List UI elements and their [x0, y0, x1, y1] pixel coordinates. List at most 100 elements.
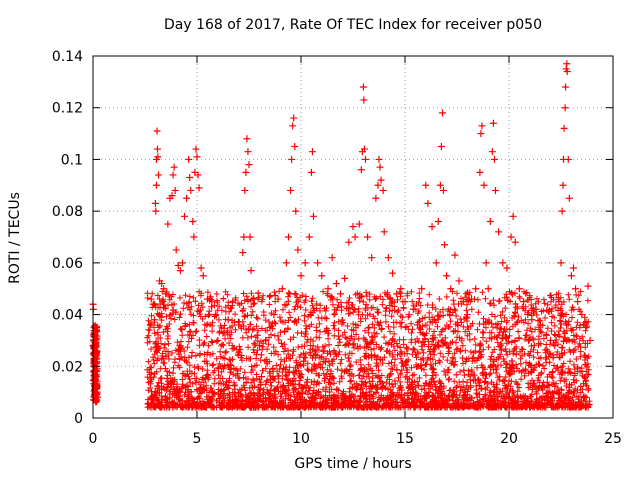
- data-point: [187, 186, 195, 194]
- data-point: [495, 228, 503, 236]
- data-point: [278, 285, 286, 293]
- data-point: [153, 127, 161, 135]
- data-point: [463, 311, 471, 319]
- data-point: [357, 166, 365, 174]
- data-point: [436, 181, 444, 189]
- data-point: [328, 254, 336, 262]
- y-tick-label: 0.1: [61, 152, 83, 168]
- data-point: [324, 285, 332, 293]
- data-point: [507, 233, 515, 241]
- data-point: [565, 194, 573, 202]
- data-point: [266, 324, 274, 331]
- data-point: [255, 342, 263, 350]
- data-point: [584, 282, 592, 290]
- data-point: [309, 212, 317, 220]
- data-point: [364, 233, 372, 241]
- data-point: [569, 264, 577, 272]
- data-point: [199, 272, 207, 280]
- data-point: [90, 324, 98, 331]
- data-point: [368, 254, 376, 262]
- data-point: [422, 181, 430, 189]
- data-point: [239, 249, 247, 257]
- data-point: [292, 207, 300, 215]
- data-point: [499, 259, 507, 267]
- data-point: [192, 145, 200, 153]
- data-point: [536, 321, 544, 329]
- data-point: [287, 186, 295, 194]
- data-point: [563, 60, 571, 68]
- data-point: [235, 321, 243, 329]
- data-point: [503, 264, 511, 272]
- data-point: [477, 130, 485, 138]
- data-point: [220, 329, 228, 337]
- data-point: [253, 331, 261, 339]
- data-point: [181, 212, 189, 220]
- data-point: [274, 295, 282, 303]
- data-point: [164, 220, 172, 228]
- data-point: [437, 143, 445, 150]
- data-point: [515, 285, 523, 293]
- data-point: [243, 135, 251, 143]
- data-point: [171, 186, 179, 194]
- data-point: [562, 83, 570, 91]
- data-point: [158, 280, 166, 288]
- data-point: [212, 311, 220, 319]
- data-point: [561, 104, 569, 112]
- data-point: [361, 155, 369, 163]
- data-point: [208, 303, 216, 311]
- data-point: [289, 122, 297, 130]
- y-tick-label: 0.12: [52, 101, 83, 117]
- data-point: [270, 311, 278, 319]
- data-point: [244, 148, 252, 156]
- data-point: [409, 305, 417, 313]
- data-point: [162, 290, 170, 298]
- x-axis-label: GPS time / hours: [294, 456, 412, 472]
- data-point: [314, 259, 322, 267]
- data-point: [152, 181, 160, 189]
- data-point: [154, 153, 162, 161]
- data-point: [582, 324, 590, 331]
- data-point: [509, 212, 517, 220]
- data-point: [178, 259, 186, 267]
- data-point: [153, 145, 161, 153]
- data-point: [520, 298, 528, 306]
- noise-layer: [90, 288, 593, 411]
- data-point: [489, 119, 497, 127]
- data-point: [282, 259, 290, 267]
- data-point: [90, 375, 98, 383]
- data-point: [183, 194, 191, 202]
- x-tick-label: 5: [193, 431, 202, 447]
- data-point: [558, 207, 566, 215]
- data-point: [376, 163, 384, 171]
- data-point: [94, 393, 102, 401]
- x-tick-label: 20: [500, 431, 518, 447]
- data-point: [214, 336, 222, 344]
- y-tick-label: 0.04: [52, 308, 83, 324]
- data-point: [572, 285, 580, 293]
- y-tick-label: 0.06: [52, 256, 83, 272]
- data-point: [189, 217, 197, 225]
- data-point: [428, 223, 436, 231]
- data-point: [92, 349, 100, 357]
- data-point: [294, 246, 302, 254]
- data-point: [380, 228, 388, 236]
- data-point: [355, 220, 363, 228]
- data-point: [91, 336, 99, 344]
- x-tick-label: 0: [89, 431, 98, 447]
- data-point: [172, 246, 180, 254]
- roti-dense-band: [90, 288, 593, 411]
- data-point: [478, 122, 486, 130]
- data-point: [147, 295, 155, 303]
- data-point: [193, 153, 201, 161]
- data-point: [377, 176, 385, 184]
- x-tick-label: 10: [292, 431, 310, 447]
- data-point: [439, 186, 447, 194]
- data-point: [249, 295, 257, 303]
- data-point: [176, 267, 184, 275]
- data-point: [155, 171, 163, 179]
- data-point: [291, 143, 299, 150]
- data-point: [349, 223, 357, 231]
- data-point: [288, 155, 296, 163]
- data-point: [484, 285, 492, 293]
